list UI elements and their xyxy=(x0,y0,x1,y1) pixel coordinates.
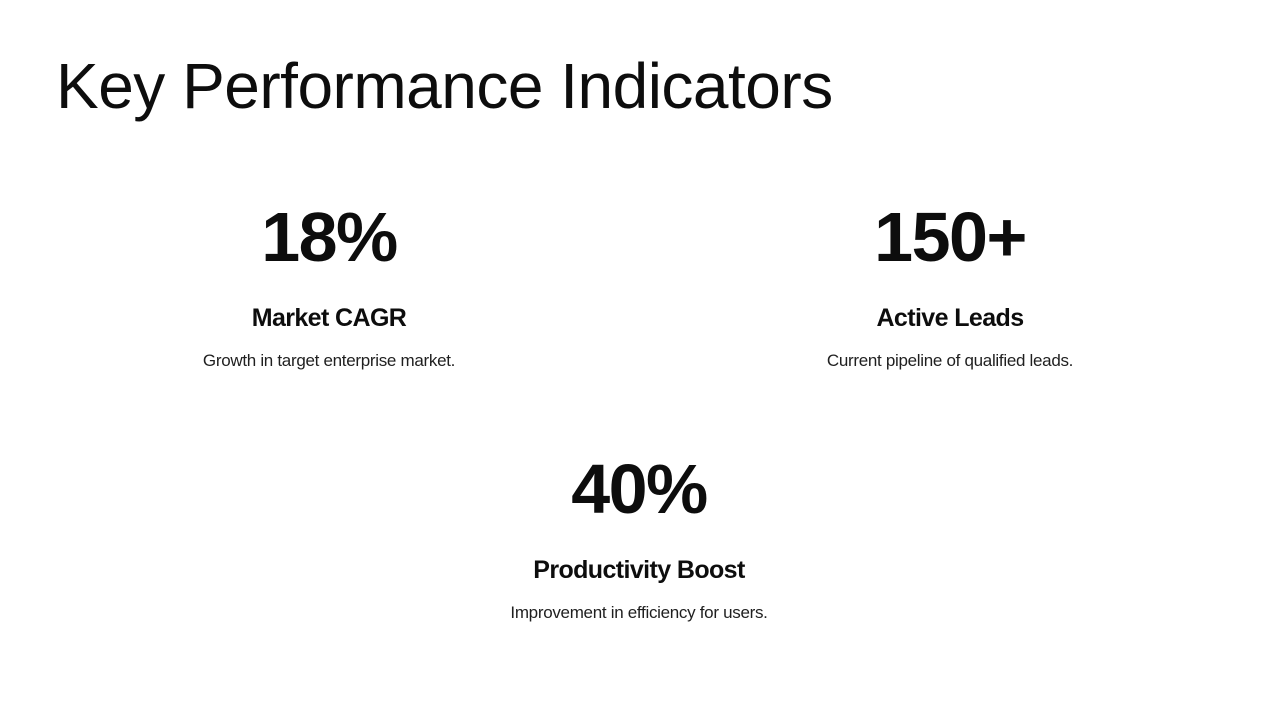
kpi-value-market-cagr: 18% xyxy=(261,198,398,276)
kpi-label-active-leads: Active Leads xyxy=(876,304,1024,332)
kpi-description-market-cagr: Growth in target enterprise market. xyxy=(202,351,456,370)
kpi-block-market-cagr: 18% Market CAGR Growth in target enterpr… xyxy=(109,202,549,371)
kpi-value-productivity-boost: 40% xyxy=(571,450,708,528)
kpi-label-market-cagr: Market CAGR xyxy=(251,304,407,332)
kpi-value-active-leads: 150+ xyxy=(874,198,1027,276)
kpi-label-productivity-boost: Productivity Boost xyxy=(533,556,745,584)
kpi-description-productivity-boost: Improvement in efficiency for users. xyxy=(510,603,768,622)
kpi-block-active-leads: 150+ Active Leads Current pipeline of qu… xyxy=(730,202,1170,371)
kpi-block-productivity-boost: 40% Productivity Boost Improvement in ef… xyxy=(419,454,859,623)
slide-title: Key Performance Indicators xyxy=(56,50,833,122)
kpi-description-active-leads: Current pipeline of qualified leads. xyxy=(826,351,1074,370)
